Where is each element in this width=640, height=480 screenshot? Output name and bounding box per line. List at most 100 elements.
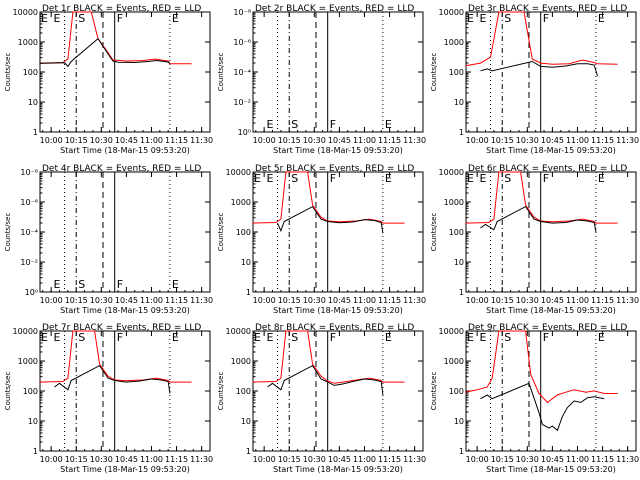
marker-label: E xyxy=(598,331,605,344)
x-axis-label: Start Time (18-Mar-15 09:53:20) xyxy=(486,465,616,474)
y-tick-label: 1 xyxy=(33,447,38,456)
y-axis-label: Counts/sec xyxy=(430,213,438,252)
marker-label: S xyxy=(78,278,85,291)
y-tick-label: 1000 xyxy=(444,198,464,207)
x-tick-label: 10:00 xyxy=(253,136,276,145)
x-tick-label: 11:15 xyxy=(591,136,614,145)
marker-label: E xyxy=(54,331,61,344)
x-tick-label: 11:00 xyxy=(353,455,376,464)
x-tick-label: 10:30 xyxy=(516,455,539,464)
x-tick-label: 11:00 xyxy=(140,136,163,145)
x-tick-label: 10:30 xyxy=(303,296,326,305)
x-tick-label: 10:15 xyxy=(491,296,514,305)
x-tick-label: 11:00 xyxy=(353,296,376,305)
x-tick-label: 10:45 xyxy=(328,136,351,145)
x-tick-label: 11:30 xyxy=(190,296,213,305)
plot-frame xyxy=(465,11,637,133)
x-tick-label: 10:15 xyxy=(65,136,88,145)
y-tick-label: 10⁰ xyxy=(25,288,38,297)
x-axis-label: Start Time (18-Mar-15 09:53:20) xyxy=(486,146,616,155)
x-axis-label: Start Time (18-Mar-15 09:53:20) xyxy=(273,146,403,155)
y-axis-label: Counts/sec xyxy=(217,213,225,252)
series-events-line xyxy=(480,205,597,232)
x-tick-label: 11:15 xyxy=(591,296,614,305)
panel-title: Det 2r BLACK = Events, RED = LLD xyxy=(255,4,414,14)
y-axis-label: Counts/sec xyxy=(4,53,12,92)
y-tick-label: 10000 xyxy=(226,327,251,336)
x-tick-label: 11:15 xyxy=(165,455,188,464)
x-tick-label: 11:15 xyxy=(591,455,614,464)
y-tick-label: 100 xyxy=(236,228,251,237)
marker-label: E xyxy=(480,12,487,25)
y-tick-label: 10⁻⁶ xyxy=(20,198,38,207)
y-axis-label: Counts/sec xyxy=(430,372,438,411)
marker-label: E xyxy=(467,331,474,344)
marker-label: E xyxy=(41,12,48,25)
y-tick-label: 10⁻² xyxy=(233,98,251,107)
x-tick-label: 10:00 xyxy=(466,136,489,145)
y-tick-label: 1000 xyxy=(18,38,38,47)
marker-label: E xyxy=(172,331,179,344)
plot-frame xyxy=(252,330,424,452)
y-tick-label: 10⁻² xyxy=(20,258,38,267)
y-tick-label: 10 xyxy=(28,98,38,107)
marker-label: F xyxy=(543,331,549,344)
x-tick-label: 10:30 xyxy=(516,136,539,145)
y-tick-label: 10 xyxy=(28,417,38,426)
marker-label: E xyxy=(385,172,392,185)
series-events-line xyxy=(480,382,605,432)
plot-frame xyxy=(465,330,637,452)
marker-label: E xyxy=(267,118,274,131)
marker-label: F xyxy=(117,12,123,25)
chart-panel-5: 10:00 10:15 10:30 10:45 11:00 11:15 11:30 1 10 10… xyxy=(217,164,426,315)
marker-label: E xyxy=(385,331,392,344)
plot-frame xyxy=(252,11,424,133)
x-axis-label: Start Time (18-Mar-15 09:53:20) xyxy=(60,146,190,155)
marker-label: F xyxy=(117,331,123,344)
x-tick-label: 10:30 xyxy=(303,455,326,464)
marker-label: S xyxy=(291,331,298,344)
marker-label: E xyxy=(267,331,274,344)
marker-label: E xyxy=(254,331,261,344)
marker-label: E xyxy=(480,331,487,344)
y-tick-label: 1 xyxy=(459,128,464,137)
series-lld-line xyxy=(465,330,618,404)
x-tick-label: 10:45 xyxy=(541,136,564,145)
marker-label: E xyxy=(467,12,474,25)
x-tick-label: 11:15 xyxy=(165,296,188,305)
y-tick-label: 100 xyxy=(23,387,38,396)
y-axis-label: Counts/sec xyxy=(4,372,12,411)
y-tick-label: 10⁻⁸ xyxy=(20,168,38,177)
y-axis-label: Counts/sec xyxy=(4,213,12,252)
y-tick-label: 1 xyxy=(33,128,38,137)
y-tick-label: 10000 xyxy=(439,168,464,177)
x-tick-label: 10:45 xyxy=(115,296,138,305)
series-lld-line xyxy=(465,11,618,67)
series-events-line xyxy=(39,37,171,68)
series-lld-line xyxy=(252,330,405,384)
x-axis-label: Start Time (18-Mar-15 09:53:20) xyxy=(486,306,616,315)
y-tick-label: 1000 xyxy=(18,357,38,366)
x-tick-label: 10:00 xyxy=(466,296,489,305)
panel-title: Det 3r BLACK = Events, RED = LLD xyxy=(468,4,627,14)
x-tick-label: 11:30 xyxy=(403,455,426,464)
marker-label: S xyxy=(291,118,298,131)
y-tick-label: 10 xyxy=(454,417,464,426)
y-tick-label: 1000 xyxy=(231,357,251,366)
x-tick-label: 10:00 xyxy=(40,296,63,305)
y-axis-label: Counts/sec xyxy=(217,372,225,411)
y-tick-label: 10⁻⁶ xyxy=(233,38,251,47)
x-tick-label: 10:30 xyxy=(90,136,113,145)
marker-label: E xyxy=(385,118,392,131)
x-tick-label: 10:15 xyxy=(65,455,88,464)
x-tick-label: 10:45 xyxy=(541,296,564,305)
x-tick-label: 10:45 xyxy=(328,296,351,305)
y-tick-label: 10 xyxy=(241,258,251,267)
x-tick-label: 11:30 xyxy=(403,296,426,305)
y-tick-label: 10000 xyxy=(13,327,38,336)
x-tick-label: 11:30 xyxy=(616,136,639,145)
x-axis-label: Start Time (18-Mar-15 09:53:20) xyxy=(273,465,403,474)
y-tick-label: 1 xyxy=(246,288,251,297)
